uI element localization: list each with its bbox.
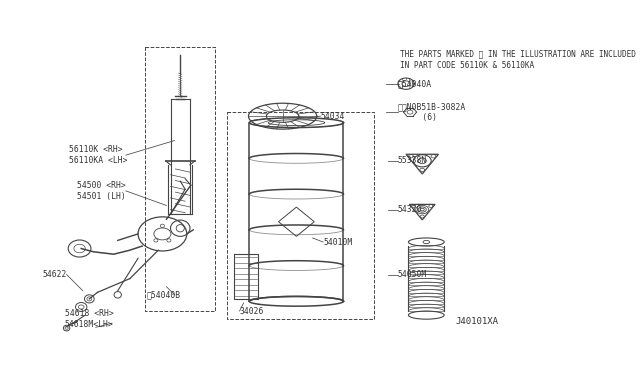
Text: 54320: 54320 — [398, 205, 422, 214]
Text: ※54040A: ※54040A — [398, 79, 432, 88]
Text: ※ⓃN0B51B-3082A
     (6): ※ⓃN0B51B-3082A (6) — [398, 102, 466, 122]
Text: 54500 <RH>
54501 (LH): 54500 <RH> 54501 (LH) — [77, 181, 126, 201]
Text: THE PARTS MARKED ※ IN THE ILLUSTRATION ARE INCLUDED
IN PART CODE 56110K & 56110K: THE PARTS MARKED ※ IN THE ILLUSTRATION A… — [399, 49, 636, 70]
Text: ※54040B: ※54040B — [146, 290, 180, 299]
Text: 54010M: 54010M — [323, 238, 353, 247]
Text: 34026: 34026 — [239, 307, 264, 315]
Text: 54622: 54622 — [42, 270, 67, 279]
Text: 54618 <RH>
54618M<LH>: 54618 <RH> 54618M<LH> — [65, 310, 114, 329]
Text: 54034: 54034 — [321, 112, 345, 121]
Text: 56110K <RH>
56110KA <LH>: 56110K <RH> 56110KA <LH> — [69, 145, 127, 165]
Text: 54050M: 54050M — [398, 270, 427, 279]
Text: J40101XA: J40101XA — [456, 317, 499, 326]
Text: 55338N: 55338N — [398, 156, 427, 165]
